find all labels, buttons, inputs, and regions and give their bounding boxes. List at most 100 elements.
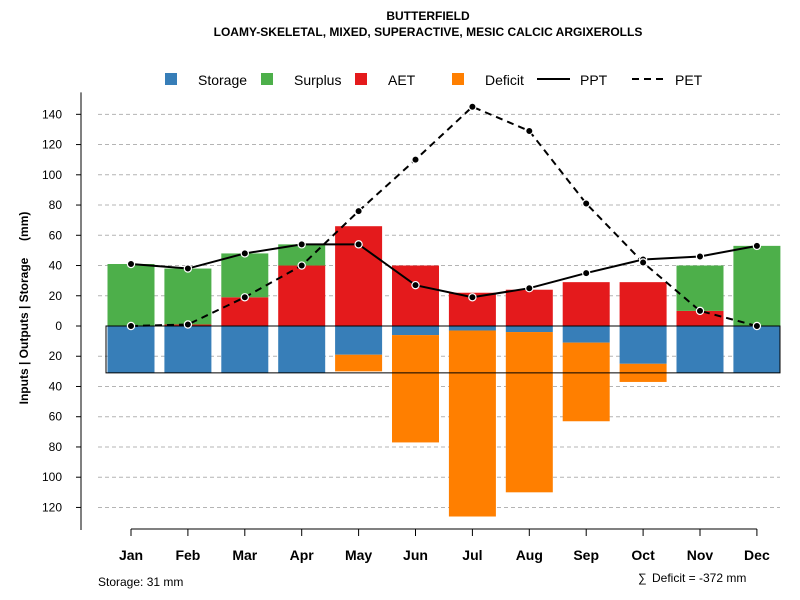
y-tick-label: 60 xyxy=(49,410,63,424)
deficit-bar-may xyxy=(335,354,383,372)
storage-bar-may xyxy=(335,326,383,355)
aet-bar-jun xyxy=(392,265,439,326)
aet-bar-sep xyxy=(562,282,610,326)
pet-point-apr xyxy=(297,261,306,270)
pet-point-aug xyxy=(525,126,534,136)
pet-point-may xyxy=(354,206,363,216)
storage-capacity-outline xyxy=(105,325,781,374)
y-tick-label: 80 xyxy=(49,440,63,454)
legend-label-pet: PET xyxy=(675,72,703,88)
x-tick-label-mar: Mar xyxy=(232,547,257,563)
ppt-point-nov xyxy=(695,252,705,261)
storage-bar-dec xyxy=(733,326,781,373)
ppt-point-jul xyxy=(468,293,477,302)
y-tick-label: 60 xyxy=(49,228,63,242)
surplus-bar-nov xyxy=(676,265,724,311)
y-tick-label: 100 xyxy=(42,168,62,182)
sigma-symbol: ∑ xyxy=(638,571,647,585)
ppt-point-jun xyxy=(411,280,420,290)
deficit-footer: Deficit = -372 mm xyxy=(652,571,746,585)
x-tick-label-jul: Jul xyxy=(462,547,482,563)
surplus-bar-dec xyxy=(733,245,781,326)
legend-swatch-aet xyxy=(355,73,367,85)
aet-bar-nov xyxy=(676,310,724,326)
y-axis-label: Inputs | Outputs | Storage (mm) xyxy=(17,212,31,405)
storage-bar-jan xyxy=(107,326,155,373)
legend-swatch-deficit xyxy=(452,73,464,85)
legend-label-storage: Storage xyxy=(198,72,247,88)
x-tick-label-oct: Oct xyxy=(631,547,655,563)
pet-point-jun xyxy=(411,155,420,164)
storage-bar-oct xyxy=(619,326,667,364)
storage-bar-nov xyxy=(676,326,724,373)
pet-point-dec xyxy=(752,321,762,331)
deficit-bar-jun xyxy=(392,335,439,443)
storage-footer: Storage: 31 mm xyxy=(98,575,183,589)
storage-bar-aug xyxy=(505,326,553,333)
axes: 140 120 100 80 60 40 20 0 20 40 60 80 100 120 Jan Feb Ma… xyxy=(42,92,770,563)
x-tick-label-may: May xyxy=(345,547,372,563)
chart-title: BUTTERFIELD xyxy=(386,9,470,23)
chart-subtitle: LOAMY-SKELETAL, MIXED, SUPERACTIVE, MESI… xyxy=(214,25,643,39)
x-tick-label-jun: Jun xyxy=(403,547,428,563)
series-lines xyxy=(126,102,762,331)
aet-bar-aug xyxy=(505,289,553,326)
legend-swatch-storage xyxy=(165,73,177,85)
deficit-bar-aug xyxy=(505,332,553,493)
pet-line xyxy=(130,105,758,327)
pet-point-nov xyxy=(695,306,705,316)
ppt-point-aug xyxy=(525,284,534,293)
surplus-bar-feb xyxy=(164,268,212,325)
ppt-point-jan xyxy=(126,259,136,269)
pet-point-mar xyxy=(240,293,249,302)
storage-bar-sep xyxy=(562,326,610,343)
storage-bar-mar xyxy=(221,326,269,373)
legend-swatch-surplus xyxy=(261,73,273,85)
storage-bar-feb xyxy=(164,326,212,373)
y-tick-label: 120 xyxy=(42,500,62,514)
deficit-bar-jul xyxy=(448,330,496,517)
legend-label-ppt: PPT xyxy=(580,72,608,88)
pet-point-feb xyxy=(183,320,193,329)
bars xyxy=(105,226,781,517)
storage-bar-jul xyxy=(448,326,496,331)
x-tick-label-dec: Dec xyxy=(744,547,770,563)
ppt-point-apr xyxy=(297,240,306,249)
gridlines xyxy=(98,113,780,508)
ppt-point-sep xyxy=(582,268,591,278)
ppt-point-dec xyxy=(752,241,762,251)
x-tick-label-feb: Feb xyxy=(175,547,200,563)
ppt-point-feb xyxy=(183,264,193,273)
y-tick-label: 140 xyxy=(42,107,62,121)
aet-bar-mar xyxy=(221,297,269,326)
legend-label-surplus: Surplus xyxy=(294,72,341,88)
pet-point-jul xyxy=(468,102,477,111)
surplus-bar-jan xyxy=(107,264,155,326)
y-tick-label: 80 xyxy=(49,198,63,212)
ppt-line xyxy=(130,243,758,299)
surplus-bar-apr xyxy=(278,244,326,266)
legend-label-aet: AET xyxy=(388,72,416,88)
y-tick-label: 40 xyxy=(49,259,63,273)
y-tick-label: 100 xyxy=(42,470,62,484)
ppt-point-may xyxy=(354,240,363,249)
pet-point-jan xyxy=(126,321,136,331)
y-tick-label: 0 xyxy=(55,319,62,333)
legend-label-deficit: Deficit xyxy=(485,72,524,88)
deficit-bar-sep xyxy=(562,342,610,422)
ppt-point-mar xyxy=(240,249,249,258)
y-tick-label: 20 xyxy=(49,349,63,363)
x-tick-label-apr: Apr xyxy=(290,547,315,563)
aet-bar-apr xyxy=(278,265,326,326)
x-tick-label-nov: Nov xyxy=(687,547,714,563)
legend: Storage Surplus AET Deficit PPT PET xyxy=(165,72,703,88)
storage-bar-apr xyxy=(278,326,326,373)
x-tick-label-jan: Jan xyxy=(119,547,143,563)
x-tick-label-aug: Aug xyxy=(516,547,543,563)
pet-point-oct xyxy=(638,258,648,267)
x-tick-label-sep: Sep xyxy=(573,547,599,563)
surplus-bar-mar xyxy=(221,253,269,298)
y-tick-label: 20 xyxy=(49,289,63,303)
aet-bar-oct xyxy=(619,282,667,326)
storage-bar-jun xyxy=(392,326,439,336)
